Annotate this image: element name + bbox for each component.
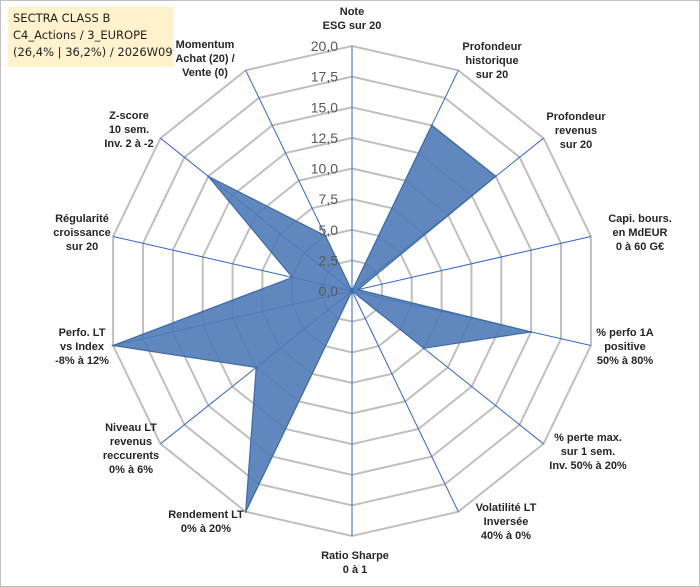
axis-label-line: Z-score [109,110,149,122]
axis-label: Note ESG sur 20 [323,6,382,32]
tick-label: 15,0 [311,99,338,115]
data-point [244,510,247,513]
axis-label: Ratio Sharpe 0 à 1 [321,550,389,576]
axis-label: Capi. bours. en MdEUR 0 à 60 G€ [608,213,672,253]
axis-label-line: reccurents [103,450,159,462]
tick-label: 10,0 [311,161,338,177]
axis-label-line: Capi. bours. [608,213,672,225]
data-point [207,175,210,178]
title-line-1: SECTRA CLASS B [13,11,111,25]
axis-label-line: sur 20 [66,241,98,253]
axis-label-line: 50% à 80% [597,355,653,367]
title-line-2: C4_Actions / 3_EUROPE [13,28,148,42]
axis-label: % perte max. sur 1 sem. Inv. 50% à 20% [549,432,627,472]
axis-label-line: Niveau LT [105,422,157,434]
data-point [324,234,327,237]
axis-label: Perfo. LT vs Index -8% à 12% [55,327,109,367]
data-point [430,124,433,127]
axis-label-line: 0 à 60 G€ [616,241,664,253]
axis-label-line: 0 à 1 [343,564,367,576]
data-point [422,347,425,350]
axis-label-line: revenus [110,436,152,448]
axis-label-line: revenus [555,125,597,137]
axis-label-line: Vente (0) [182,67,228,79]
axis-label: Momentum Achat (20) / Vente (0) [175,39,234,79]
axis-label-line: % perfo 1A [596,327,654,339]
axis-label-line: Inversée [484,516,529,528]
axis-label: % perfo 1A positive 50% à 80% [596,327,654,367]
axis-label: Profondeur historique sur 20 [462,41,522,81]
axis-label-line: Profondeur [462,41,522,53]
axis-label-line: 10 sem. [109,124,149,136]
axis-label-line: vs Index [60,341,105,353]
axis-label-line: Momentum [176,39,235,51]
axis-label: Régularité croissance sur 20 [53,213,110,253]
data-point [255,366,258,369]
axis-label-line: Volatilité LT [476,502,537,514]
axis-label-line: Profondeur [546,111,606,123]
axis-label-line: Inv. 50% à 20% [549,460,627,472]
axis-label-line: Achat (20) / [175,53,234,65]
series-area [110,124,532,512]
axis-label-line: 0% à 6% [109,464,153,476]
axis-label-line: Rendement LT [168,509,244,521]
axis-label-line: sur 20 [560,139,592,151]
axis-label-line: positive [604,341,646,353]
chart-title-box: SECTRA CLASS B C4_Actions / 3_EUROPE (26… [8,7,174,67]
axis-label-line: Régularité [55,213,109,225]
data-point [530,330,533,333]
tick-label: 20,0 [311,38,338,54]
axis-label-line: Perfo. LT [59,327,106,339]
axis-label: Z-score 10 sem. Inv. 2 à -2 [104,110,153,150]
axis-label-line: Note [340,6,364,18]
tick-label: 0,0 [319,283,339,299]
axis-label-line: en MdEUR [613,227,668,239]
tick-label: 12,5 [311,130,338,146]
spoke-line [351,236,592,292]
axis-label-line: historique [465,55,518,67]
axis-label: Niveau LT revenus reccurents 0% à 6% [103,422,159,476]
axis-label-line: -8% à 12% [55,355,109,367]
spoke-line [351,290,459,512]
tick-label: 7,5 [319,191,339,207]
axis-label-line: sur 20 [476,69,508,81]
axis-label-line: 0% à 20% [181,523,231,535]
title-line-3: (26,4% | 36,2%) / 2026W09 [13,45,173,59]
axis-label-line: sur 1 sem. [561,446,615,458]
tick-label: 5,0 [319,222,339,238]
data-point [351,290,353,292]
axis-label: Rendement LT 0% à 20% [168,509,244,535]
axis-label-line: Ratio Sharpe [321,550,389,562]
data-point [494,175,497,178]
axis-label: Profondeur revenus sur 20 [546,111,606,151]
tick-label: 17,5 [311,69,338,85]
axis-label-line: ESG sur 20 [323,20,382,32]
axis-label: Volatilité LT Inversée 40% à 0% [476,502,537,542]
axis-label-line: croissance [53,227,110,239]
axis-label-line: 40% à 0% [481,530,531,542]
axis-label-line: Inv. 2 à -2 [104,138,153,150]
data-point [112,344,115,347]
data-point [357,288,359,291]
data-point [291,276,294,279]
axis-label-line: % perte max. [554,432,622,444]
tick-label: 2,5 [319,252,339,268]
